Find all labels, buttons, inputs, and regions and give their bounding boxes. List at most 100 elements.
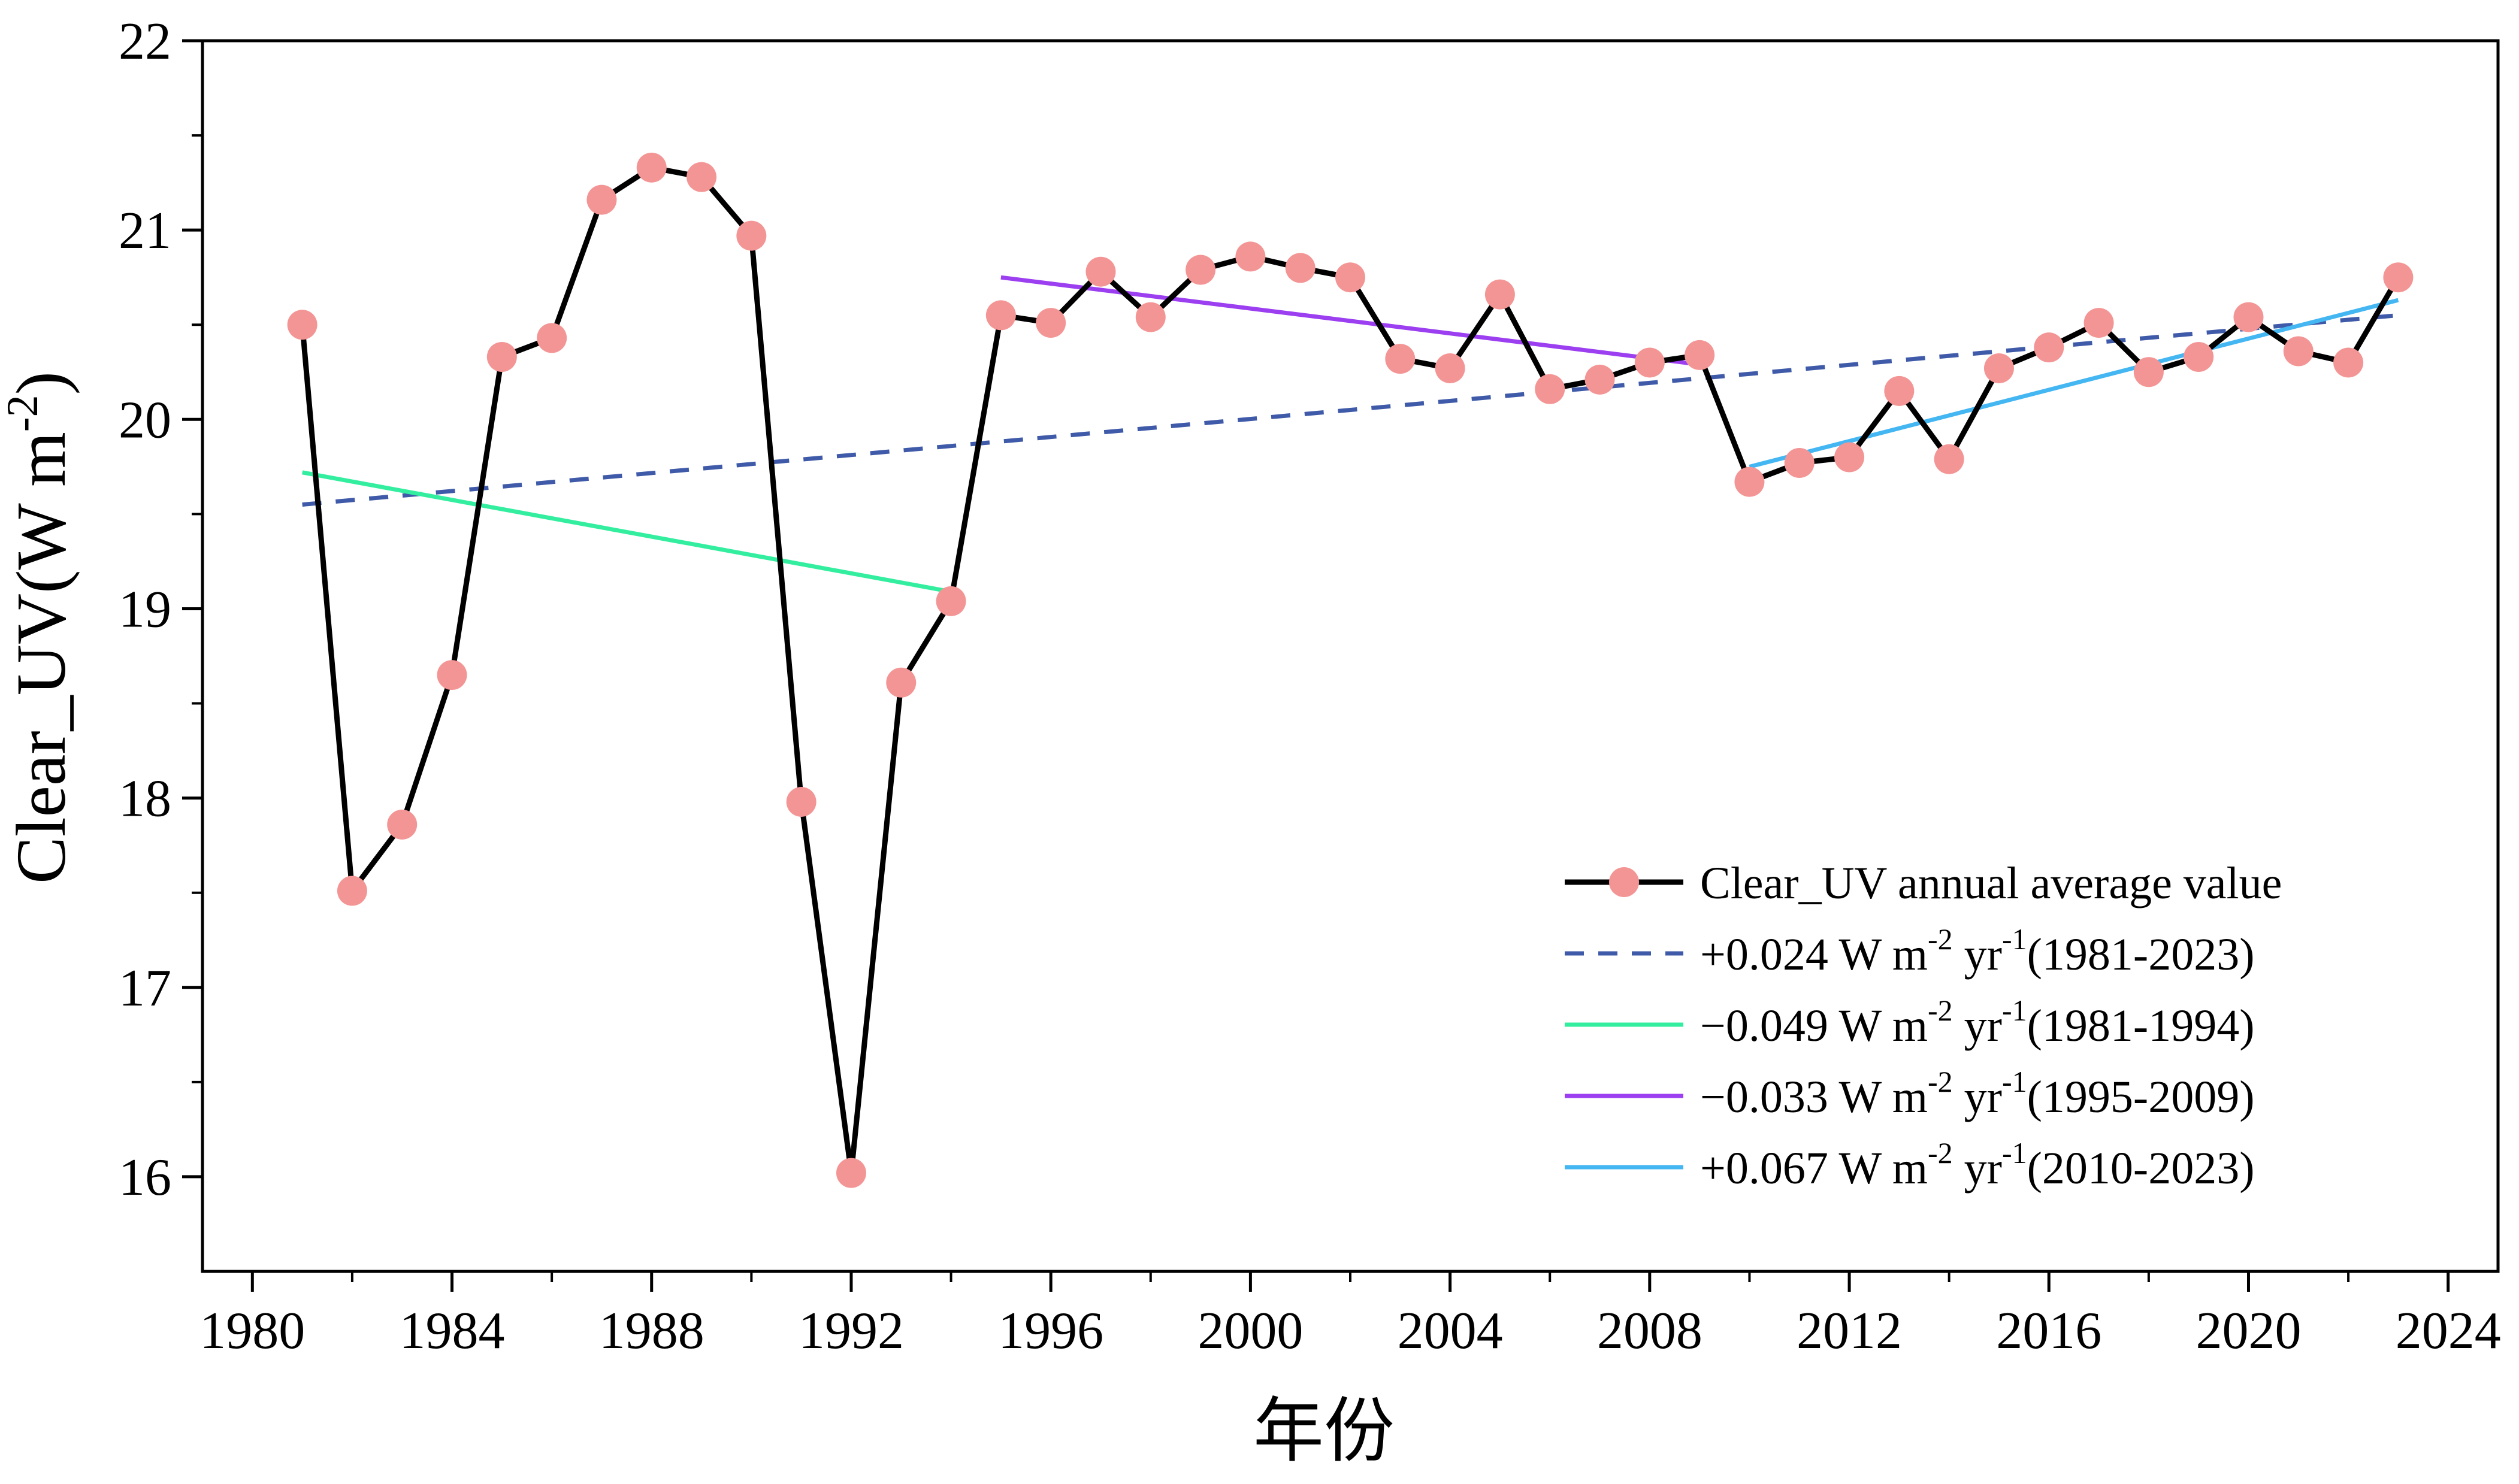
x-tick-label: 2004 <box>1398 1302 1503 1360</box>
data-point <box>687 162 717 192</box>
data-point <box>1385 344 1416 374</box>
trend-line-4 <box>1749 298 2399 469</box>
x-axis: 1980 1984 1988 1992 1996 2000 2004 2008 2012 2016… <box>199 1271 2501 1360</box>
legend-label-mid: yr <box>1953 1143 2002 1194</box>
y-tick-label: 16 <box>119 1149 171 1207</box>
data-point <box>337 876 367 906</box>
x-axis-title: 年份 <box>1253 1392 1395 1471</box>
data-point <box>1983 353 2014 383</box>
legend-label-sup1: -2 <box>1928 922 1953 956</box>
legend-label-sup2: -1 <box>2002 1136 2027 1170</box>
data-point <box>2184 341 2214 372</box>
data-point <box>2283 336 2314 367</box>
data-point <box>537 323 567 353</box>
data-point <box>1934 444 1964 474</box>
data-point <box>1884 375 1915 406</box>
y-tick-label: 19 <box>119 580 171 638</box>
data-point <box>886 667 917 698</box>
legend-label-sup2: -1 <box>2002 994 2027 1027</box>
data-point <box>1634 347 1665 378</box>
legend-label-sup1: -2 <box>1928 994 1953 1027</box>
data-point <box>2034 332 2064 363</box>
data-point <box>1584 364 1615 395</box>
y-tick-label: 17 <box>119 959 171 1017</box>
data-point <box>1685 340 1715 370</box>
legend-label: +0.024 W m-2 yr-1(1981-2023) <box>1700 922 2255 980</box>
data-point <box>1085 256 1116 287</box>
x-tick-label: 1980 <box>199 1302 305 1360</box>
y-tick-label: 21 <box>119 202 171 260</box>
trend-line-2 <box>301 470 952 594</box>
data-point <box>936 586 966 616</box>
trend-lines <box>301 275 2399 594</box>
data-point <box>1036 308 1066 338</box>
data-point <box>1784 448 1815 478</box>
legend-label: Clear_UV annual average value <box>1700 858 2282 908</box>
data-point <box>2383 262 2414 293</box>
legend-label-suffix: (1995-2009) <box>2027 1072 2255 1122</box>
legend-label-sup1: -2 <box>1928 1065 1953 1098</box>
data-point <box>586 184 617 215</box>
legend-swatch-marker <box>1609 867 1639 897</box>
x-tick-label: 2020 <box>2196 1302 2301 1360</box>
y-axis-title: Clear_UV(W m-2) <box>0 371 80 884</box>
x-tick-label: 2024 <box>2396 1302 2501 1360</box>
legend-label-sup2: -1 <box>2002 1065 2027 1098</box>
data-point <box>1535 374 1565 404</box>
x-tick-label: 2012 <box>1797 1302 1902 1360</box>
data-point <box>1186 255 1216 285</box>
data-point <box>2233 302 2264 332</box>
data-point <box>736 220 767 251</box>
legend-label-prefix: +0.067 W m <box>1700 1143 1928 1194</box>
legend-label-prefix: −0.049 W m <box>1700 1001 1928 1051</box>
data-point <box>1734 467 1765 497</box>
data-point <box>287 310 317 340</box>
y-axis-title-close: ) <box>2 371 80 395</box>
y-tick-label: 22 <box>119 13 171 71</box>
legend-label-prefix: −0.033 W m <box>1700 1072 1928 1122</box>
x-tick-label: 2008 <box>1597 1302 1702 1360</box>
y-axis-title-main: Clear_UV(W m <box>2 432 80 884</box>
trend-line-3 <box>1000 275 1700 367</box>
data-point <box>2083 308 2114 338</box>
legend-label-suffix: (1981-1994) <box>2027 1001 2255 1051</box>
data-point <box>2133 357 2164 387</box>
data-point <box>1285 253 1316 283</box>
legend-label-prefix: +0.024 W m <box>1700 929 1928 980</box>
legend-label-mid: yr <box>1953 1072 2002 1122</box>
y-axis: 16 17 18 19 20 21 22 <box>119 13 202 1207</box>
legend-label-mid: yr <box>1953 929 2002 980</box>
data-point <box>836 1158 866 1188</box>
legend-label-prefix: Clear_UV annual average value <box>1700 858 2282 908</box>
x-tick-label: 1984 <box>400 1302 505 1360</box>
data-point <box>786 786 817 817</box>
y-tick-label: 20 <box>119 391 171 449</box>
legend: Clear_UV annual average value+0.024 W m-… <box>1565 858 2282 1194</box>
x-tick-label: 2016 <box>1996 1302 2101 1360</box>
data-point <box>1135 302 1166 332</box>
data-point <box>1834 442 1865 473</box>
legend-label-sup2: -1 <box>2002 922 2027 956</box>
y-axis-title-sup: -2 <box>0 395 47 432</box>
legend-label: −0.049 W m-2 yr-1(1981-1994) <box>1700 994 2255 1051</box>
data-point <box>2333 347 2364 378</box>
data-point <box>437 660 467 690</box>
x-tick-label: 1988 <box>599 1302 704 1360</box>
main-series <box>287 152 2414 1188</box>
data-point <box>387 809 418 840</box>
y-tick-label: 18 <box>119 770 171 828</box>
data-point <box>985 300 1016 331</box>
data-point <box>1435 353 1465 383</box>
legend-label-suffix: (2010-2023) <box>2027 1143 2255 1194</box>
data-point <box>1335 262 1365 293</box>
data-point <box>636 152 667 183</box>
legend-label-sup1: -2 <box>1928 1136 1953 1170</box>
data-point <box>1235 241 1266 272</box>
x-tick-label: 1996 <box>998 1302 1103 1360</box>
legend-label: +0.067 W m-2 yr-1(2010-2023) <box>1700 1136 2255 1194</box>
legend-label-mid: yr <box>1953 1001 2002 1051</box>
legend-label-suffix: (1981-2023) <box>2027 929 2255 980</box>
trend-line-1 <box>302 313 2399 507</box>
x-tick-label: 2000 <box>1197 1302 1303 1360</box>
